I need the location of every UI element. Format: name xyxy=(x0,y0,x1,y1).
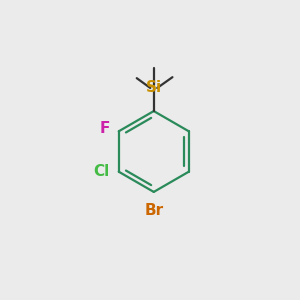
Text: Br: Br xyxy=(144,203,163,218)
Text: Cl: Cl xyxy=(93,164,110,179)
Text: Si: Si xyxy=(146,80,162,95)
Text: F: F xyxy=(99,122,110,136)
